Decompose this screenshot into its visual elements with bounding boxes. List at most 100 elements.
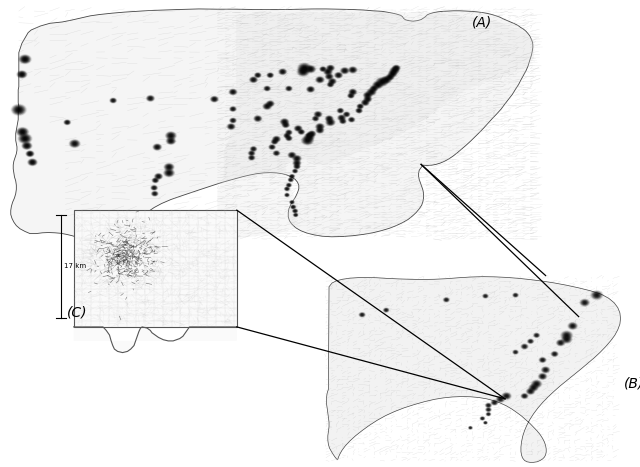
Circle shape xyxy=(166,171,172,175)
Circle shape xyxy=(266,106,268,107)
Circle shape xyxy=(280,119,289,125)
Circle shape xyxy=(296,158,298,159)
Circle shape xyxy=(294,170,296,172)
Circle shape xyxy=(527,389,534,394)
Circle shape xyxy=(154,193,156,194)
Circle shape xyxy=(153,187,155,189)
Circle shape xyxy=(386,74,394,80)
Circle shape xyxy=(152,178,158,183)
Circle shape xyxy=(530,385,538,390)
Circle shape xyxy=(301,70,305,73)
Circle shape xyxy=(522,345,527,348)
Circle shape xyxy=(524,346,526,347)
Circle shape xyxy=(499,397,502,401)
Circle shape xyxy=(284,134,290,138)
Circle shape xyxy=(328,120,333,125)
Circle shape xyxy=(154,145,161,149)
Circle shape xyxy=(484,422,486,424)
Circle shape xyxy=(533,387,534,388)
Circle shape xyxy=(484,421,487,424)
Circle shape xyxy=(391,73,394,75)
Circle shape xyxy=(380,80,385,84)
Circle shape xyxy=(486,403,492,408)
Circle shape xyxy=(285,193,289,197)
Circle shape xyxy=(300,70,307,74)
Circle shape xyxy=(291,176,292,177)
Circle shape xyxy=(367,89,376,95)
Circle shape xyxy=(381,76,391,83)
Circle shape xyxy=(349,68,356,72)
Circle shape xyxy=(284,123,288,127)
Circle shape xyxy=(308,131,316,136)
Circle shape xyxy=(295,157,299,160)
Circle shape xyxy=(393,66,399,70)
Circle shape xyxy=(531,385,537,390)
Circle shape xyxy=(268,101,273,106)
Circle shape xyxy=(167,138,175,144)
Circle shape xyxy=(392,65,400,71)
Circle shape xyxy=(521,394,528,398)
Circle shape xyxy=(313,116,319,120)
Circle shape xyxy=(308,134,310,136)
Circle shape xyxy=(289,178,292,181)
Circle shape xyxy=(328,66,333,70)
Circle shape xyxy=(309,88,312,91)
Circle shape xyxy=(364,92,372,98)
Circle shape xyxy=(532,387,534,389)
Circle shape xyxy=(593,292,600,298)
Circle shape xyxy=(74,143,76,144)
Circle shape xyxy=(307,66,314,72)
Circle shape xyxy=(377,78,387,85)
Circle shape xyxy=(487,413,490,415)
Circle shape xyxy=(230,107,236,111)
Circle shape xyxy=(364,96,372,102)
Circle shape xyxy=(22,142,31,149)
Circle shape xyxy=(251,78,256,82)
Circle shape xyxy=(308,136,310,138)
Circle shape xyxy=(350,95,352,96)
Circle shape xyxy=(341,120,344,122)
Circle shape xyxy=(562,332,572,339)
Circle shape xyxy=(350,90,356,94)
Bar xyxy=(74,210,237,327)
Circle shape xyxy=(248,151,255,156)
Circle shape xyxy=(319,126,321,127)
Circle shape xyxy=(317,124,323,129)
Circle shape xyxy=(19,72,24,76)
Circle shape xyxy=(257,75,259,76)
Circle shape xyxy=(26,151,33,156)
Circle shape xyxy=(481,417,484,419)
Circle shape xyxy=(370,91,372,93)
Circle shape xyxy=(285,134,289,137)
Circle shape xyxy=(230,107,236,111)
Circle shape xyxy=(293,170,297,172)
Circle shape xyxy=(325,70,331,74)
Circle shape xyxy=(151,185,157,190)
Circle shape xyxy=(231,91,235,93)
Circle shape xyxy=(28,152,33,156)
Circle shape xyxy=(67,122,68,123)
Circle shape xyxy=(299,130,304,134)
Circle shape xyxy=(389,77,391,78)
Circle shape xyxy=(385,79,388,81)
Circle shape xyxy=(22,57,28,62)
Circle shape xyxy=(269,103,271,105)
Circle shape xyxy=(332,81,333,82)
Circle shape xyxy=(541,367,550,373)
Circle shape xyxy=(20,73,24,76)
Circle shape xyxy=(303,67,307,70)
Circle shape xyxy=(268,102,273,106)
Circle shape xyxy=(328,121,332,124)
Circle shape xyxy=(358,105,363,108)
Circle shape xyxy=(15,107,22,113)
Circle shape xyxy=(531,386,536,389)
Circle shape xyxy=(212,98,216,101)
Circle shape xyxy=(292,170,298,173)
Circle shape xyxy=(364,102,366,104)
Circle shape xyxy=(325,116,333,121)
Circle shape xyxy=(327,71,329,73)
Circle shape xyxy=(250,152,253,155)
Circle shape xyxy=(290,175,294,178)
Circle shape xyxy=(486,408,490,411)
Circle shape xyxy=(291,154,294,156)
